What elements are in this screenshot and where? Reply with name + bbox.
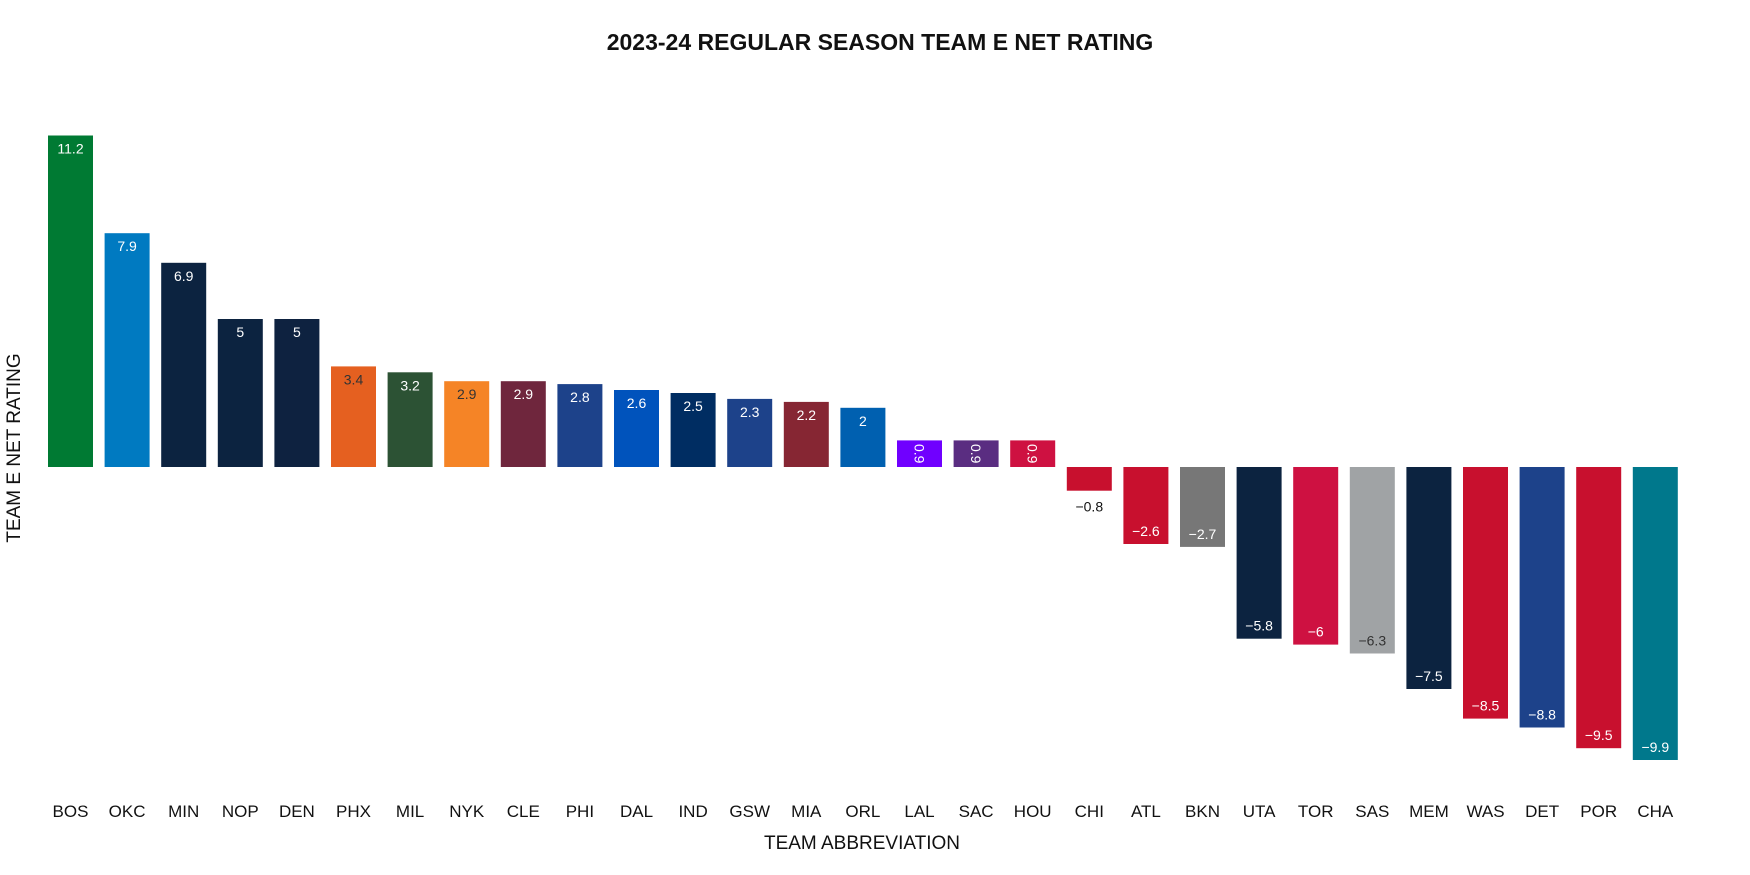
data-label-phi: 2.8 (570, 389, 590, 405)
x-tick-dal: DAL (620, 802, 653, 821)
bar-nop (217, 319, 263, 467)
data-label-sac: 0.9 (968, 444, 984, 464)
data-label-min: 6.9 (174, 268, 194, 284)
bar-phi (557, 384, 603, 467)
x-tick-bkn: BKN (1185, 802, 1220, 821)
data-label-por: −9.5 (1585, 727, 1613, 743)
data-label-uta: −5.8 (1245, 618, 1273, 634)
bar-det (1519, 467, 1565, 728)
x-tick-okc: OKC (109, 802, 146, 821)
data-labels-layer: 11.2 7.9 6.9 5 5 3.4 3.2 2.9 2.9 2.8 2.6 2.5 2.3 2.2 2… (57, 141, 1669, 756)
x-tick-chi: CHI (1075, 802, 1104, 821)
x-tick-atl: ATL (1131, 802, 1161, 821)
bar-por (1576, 467, 1622, 749)
x-tick-nop: NOP (222, 802, 259, 821)
bar-lal (897, 440, 942, 467)
bar-uta (1236, 467, 1282, 639)
data-label-orl: 2 (859, 413, 867, 429)
x-tick-sas: SAS (1355, 802, 1389, 821)
data-label-dal: 2.6 (627, 395, 647, 411)
x-tick-por: POR (1580, 802, 1617, 821)
bar-bkn (1180, 467, 1225, 547)
bar-orl (840, 407, 886, 467)
data-label-bos: 11.2 (57, 141, 83, 157)
data-label-den: 5 (293, 324, 301, 340)
data-label-cha: −9.9 (1641, 739, 1669, 755)
bar-cle (500, 381, 546, 467)
bar-mil (387, 372, 433, 467)
data-label-phx: 3.4 (344, 371, 364, 387)
bars-layer (48, 135, 1678, 760)
bar-okc (104, 233, 150, 467)
x-tick-ind: IND (678, 802, 707, 821)
bar-ind (670, 393, 716, 467)
bar-nyk (444, 381, 490, 467)
data-label-cle: 2.9 (514, 386, 534, 402)
bar-cha (1632, 467, 1678, 760)
bar-tor (1293, 467, 1339, 645)
data-label-was: −8.5 (1472, 698, 1500, 714)
x-tick-den: DEN (279, 802, 315, 821)
x-tick-min: MIN (168, 802, 199, 821)
data-label-det: −8.8 (1528, 707, 1556, 723)
x-tick-mil: MIL (396, 802, 424, 821)
bar-chi (1066, 467, 1112, 491)
bar-dal (614, 390, 659, 467)
x-tick-tor: TOR (1298, 802, 1334, 821)
data-label-okc: 7.9 (117, 238, 137, 254)
bar-was (1463, 467, 1508, 719)
x-tick-bos: BOS (53, 802, 89, 821)
data-label-chi: −0.8 (1075, 499, 1103, 515)
bar-gsw (727, 398, 773, 467)
bar-phx (331, 366, 376, 467)
y-axis-label: TEAM E NET RATING (4, 353, 25, 542)
x-axis-label: TEAM ABBREVIATION (764, 833, 960, 854)
x-tick-gsw: GSW (729, 802, 770, 821)
data-label-bkn: −2.7 (1189, 526, 1217, 542)
x-tick-mem: MEM (1409, 802, 1449, 821)
x-tick-was: WAS (1466, 802, 1504, 821)
x-tick-labels: BOS OKC MIN NOP DEN PHX MIL NYK CLE PHI DAL IND GSW M… (53, 802, 1674, 821)
bar-sas (1349, 467, 1395, 654)
x-tick-nyk: NYK (449, 802, 485, 821)
data-label-mia: 2.2 (797, 407, 817, 423)
data-label-mem: −7.5 (1415, 668, 1443, 684)
data-label-tor: −6 (1308, 624, 1324, 640)
x-tick-orl: ORL (845, 802, 880, 821)
bar-hou (1010, 440, 1056, 467)
x-tick-mia: MIA (791, 802, 822, 821)
data-label-nop: 5 (236, 324, 244, 340)
bar-atl (1123, 467, 1169, 544)
x-tick-sac: SAC (959, 802, 994, 821)
data-label-ind: 2.5 (683, 398, 703, 414)
data-label-lal: 0.9 (912, 444, 928, 464)
x-tick-phi: PHI (566, 802, 594, 821)
x-tick-lal: LAL (904, 802, 934, 821)
x-tick-hou: HOU (1014, 802, 1052, 821)
bar-sac (953, 440, 999, 467)
bar-mia (783, 401, 829, 467)
data-label-mil: 3.2 (400, 377, 420, 393)
x-tick-phx: PHX (336, 802, 371, 821)
data-label-hou: 0.9 (1025, 444, 1041, 464)
bar-bos (48, 135, 93, 467)
bar-min (161, 262, 207, 467)
x-tick-cle: CLE (507, 802, 540, 821)
chart-title: 2023-24 REGULAR SEASON TEAM E NET RATING (607, 29, 1154, 55)
bar-den (274, 319, 320, 467)
data-label-sas: −6.3 (1358, 633, 1386, 649)
data-label-atl: −2.6 (1132, 523, 1160, 539)
x-tick-det: DET (1525, 802, 1559, 821)
x-tick-cha: CHA (1637, 802, 1674, 821)
x-tick-uta: UTA (1243, 802, 1276, 821)
bar-mem (1406, 467, 1452, 689)
data-label-gsw: 2.3 (740, 404, 760, 420)
data-label-nyk: 2.9 (457, 386, 477, 402)
